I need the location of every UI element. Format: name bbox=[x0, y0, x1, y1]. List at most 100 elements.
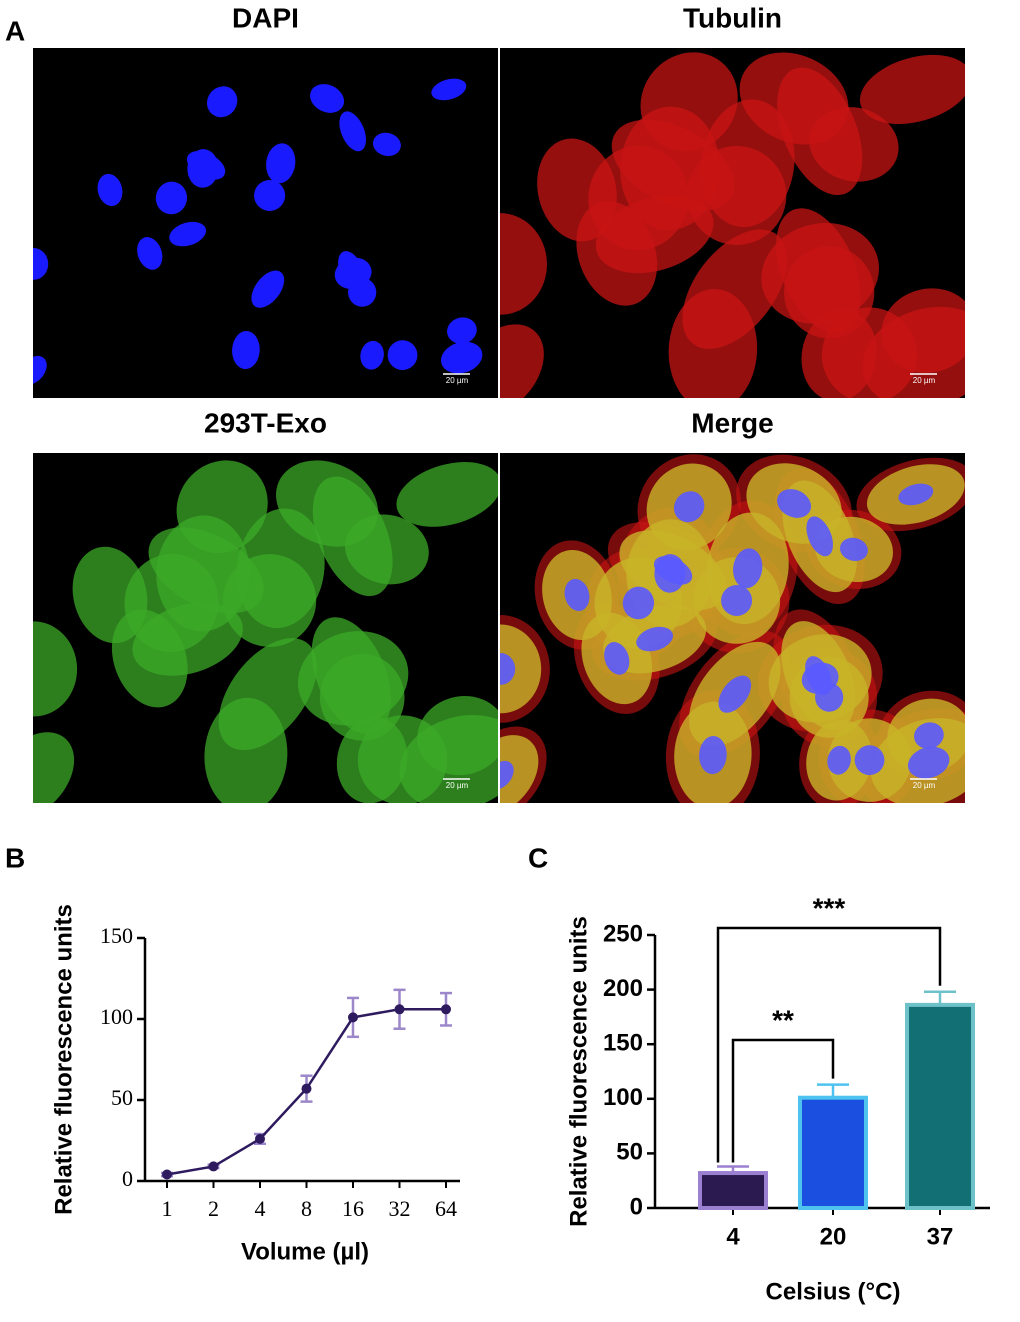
cell bbox=[564, 578, 590, 612]
cell bbox=[169, 221, 207, 247]
image-title: DAPI bbox=[232, 2, 299, 33]
cell bbox=[777, 489, 812, 518]
cell bbox=[622, 586, 655, 620]
y-tick-label: 250 bbox=[603, 920, 643, 947]
scale-bar-label: 20 µm bbox=[913, 781, 936, 790]
x-tick-label: 32 bbox=[389, 1196, 411, 1221]
y-tick-label: 100 bbox=[100, 1004, 133, 1029]
significance-bracket bbox=[716, 926, 942, 1163]
cell bbox=[576, 201, 658, 306]
cell bbox=[137, 237, 163, 270]
cell bbox=[500, 760, 514, 790]
cell bbox=[310, 84, 345, 113]
panel-label: B bbox=[5, 842, 25, 873]
cell bbox=[721, 585, 753, 616]
cell bbox=[254, 180, 286, 211]
cell bbox=[500, 653, 516, 685]
point bbox=[441, 1004, 451, 1015]
cell bbox=[33, 621, 78, 717]
cell bbox=[839, 537, 868, 562]
cells bbox=[500, 52, 965, 398]
cells bbox=[33, 460, 498, 803]
cell bbox=[859, 54, 965, 124]
significance-label: ** bbox=[772, 1004, 794, 1035]
point bbox=[208, 1161, 219, 1172]
point bbox=[301, 1083, 312, 1094]
bar bbox=[698, 1171, 768, 1211]
cell bbox=[266, 143, 296, 184]
cell bbox=[699, 735, 727, 775]
cell bbox=[387, 340, 418, 371]
cell bbox=[733, 548, 763, 589]
cell bbox=[500, 324, 544, 398]
cells bbox=[500, 454, 965, 803]
x-tick-label: 2 bbox=[208, 1196, 219, 1221]
cell bbox=[907, 746, 950, 779]
y-tick-label: 200 bbox=[603, 975, 643, 1002]
cell bbox=[914, 722, 944, 749]
x-tick-label: 20 bbox=[820, 1223, 847, 1250]
cell bbox=[673, 491, 705, 523]
cell bbox=[97, 173, 123, 207]
image-background bbox=[33, 48, 498, 398]
cell bbox=[682, 229, 788, 349]
point bbox=[394, 1004, 405, 1015]
x-tick-label: 4 bbox=[255, 1196, 266, 1221]
cell bbox=[176, 460, 268, 554]
cell bbox=[654, 554, 686, 593]
panel-label: A bbox=[5, 15, 25, 46]
cell bbox=[440, 341, 483, 374]
x-tick-label: 1 bbox=[162, 1196, 173, 1221]
cell bbox=[640, 52, 738, 152]
cell bbox=[33, 248, 49, 280]
x-tick-label: 8 bbox=[301, 1196, 312, 1221]
cell bbox=[155, 181, 188, 215]
y-tick-label: 150 bbox=[603, 1030, 643, 1057]
bar bbox=[905, 1002, 975, 1210]
cell bbox=[399, 714, 498, 803]
cell bbox=[33, 732, 75, 803]
cell bbox=[447, 317, 477, 344]
x-tick-label: 37 bbox=[927, 1223, 954, 1250]
y-tick-label: 0 bbox=[630, 1193, 643, 1220]
cell bbox=[187, 149, 219, 188]
micrograph: 20 µm bbox=[33, 48, 498, 398]
image-title: Merge bbox=[691, 407, 773, 438]
cell bbox=[604, 642, 630, 675]
cell bbox=[312, 476, 393, 597]
cell bbox=[360, 340, 384, 370]
micrograph: 20 µm bbox=[500, 48, 965, 398]
cell bbox=[862, 306, 965, 398]
y-tick-label: 50 bbox=[616, 1139, 643, 1166]
y-tick-label: 100 bbox=[603, 1084, 643, 1111]
cell bbox=[500, 213, 547, 315]
y-tick-label: 0 bbox=[122, 1166, 133, 1191]
point bbox=[162, 1169, 172, 1180]
micrograph: 20 µm bbox=[500, 453, 965, 803]
y-tick-label: 150 bbox=[100, 923, 133, 948]
cell bbox=[854, 745, 885, 776]
significance-bracket bbox=[731, 1038, 835, 1163]
y-tick-label: 50 bbox=[111, 1085, 133, 1110]
x-tick-label: 16 bbox=[342, 1196, 364, 1221]
cell bbox=[761, 222, 879, 324]
y-axis-label: Relative fluorescence units bbox=[50, 904, 77, 1215]
cell bbox=[33, 355, 47, 385]
cell bbox=[777, 67, 863, 196]
scale-bar-label: 20 µm bbox=[913, 376, 936, 385]
image-title: 293T-Exo bbox=[204, 407, 327, 438]
cell bbox=[827, 745, 851, 775]
cell bbox=[636, 626, 674, 652]
error-bar bbox=[924, 990, 956, 1005]
cell bbox=[431, 78, 467, 101]
cell bbox=[372, 132, 401, 157]
cell bbox=[218, 638, 317, 751]
image-title: Tubulin bbox=[683, 2, 782, 33]
cell bbox=[111, 609, 188, 708]
error-bar bbox=[817, 1083, 849, 1098]
significance-label: *** bbox=[813, 892, 846, 923]
x-axis-label: Celsius (°C) bbox=[766, 1278, 901, 1305]
panel-label: C bbox=[528, 842, 548, 873]
scale-bar-label: 20 µm bbox=[446, 376, 469, 385]
cell bbox=[206, 86, 238, 118]
